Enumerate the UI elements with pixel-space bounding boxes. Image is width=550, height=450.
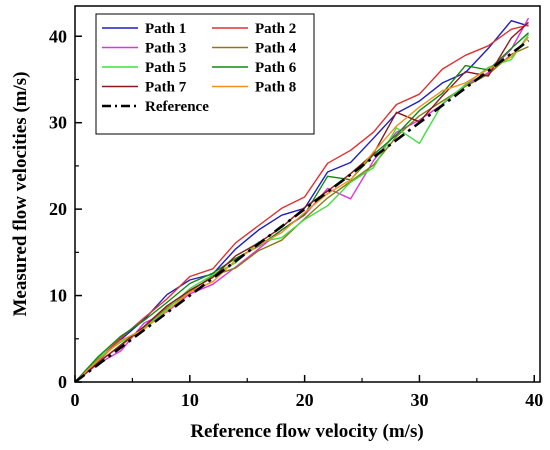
ticks-layer: 0 10 20 30 40 0 10 20 30 40: [49, 26, 543, 410]
reference-line: [74, 39, 530, 384]
legend-label-path-3: Path 3: [145, 41, 186, 57]
legend-label-path-6: Path 6: [255, 60, 297, 76]
legend-label-path-7: Path 7: [145, 80, 187, 96]
x-axis-label: Reference flow velocity (m/s): [190, 421, 423, 442]
x-tick-label: 30: [410, 390, 428, 410]
legend-label-path-5: Path 5: [145, 60, 186, 76]
y-tick-label: 40: [49, 26, 67, 46]
y-tick-label: 20: [49, 199, 67, 219]
y-tick-label: 30: [49, 113, 67, 133]
series-layer: [74, 17, 530, 384]
y-tick-label: 0: [58, 372, 67, 392]
legend-label-path-8: Path 8: [255, 80, 296, 96]
legend-label-path-4: Path 4: [255, 41, 297, 57]
series-line-path-5: [74, 34, 530, 383]
x-tick-label: 10: [181, 390, 199, 410]
plot-frame: [74, 5, 541, 383]
y-axis-label: Measured flow velocities (m/s): [10, 71, 31, 316]
series-line-path-7: [74, 21, 529, 383]
x-tick-label: 20: [296, 390, 314, 410]
series-line-path-2: [74, 24, 529, 383]
legend-label-reference: Reference: [145, 99, 209, 115]
series-line-path-6: [74, 32, 529, 383]
y-tick-label: 10: [49, 286, 67, 306]
x-tick-label: 0: [71, 390, 80, 410]
legend-box: [95, 13, 315, 135]
x-tick-label: 40: [525, 390, 543, 410]
legend: Path 1 Path 2 Path 3 Path 4 Path 5 Path 6 Path…: [95, 13, 315, 135]
series-line-path-8: [74, 36, 530, 383]
legend-label-path-1: Path 1: [145, 21, 186, 37]
legend-label-path-2: Path 2: [255, 21, 296, 37]
